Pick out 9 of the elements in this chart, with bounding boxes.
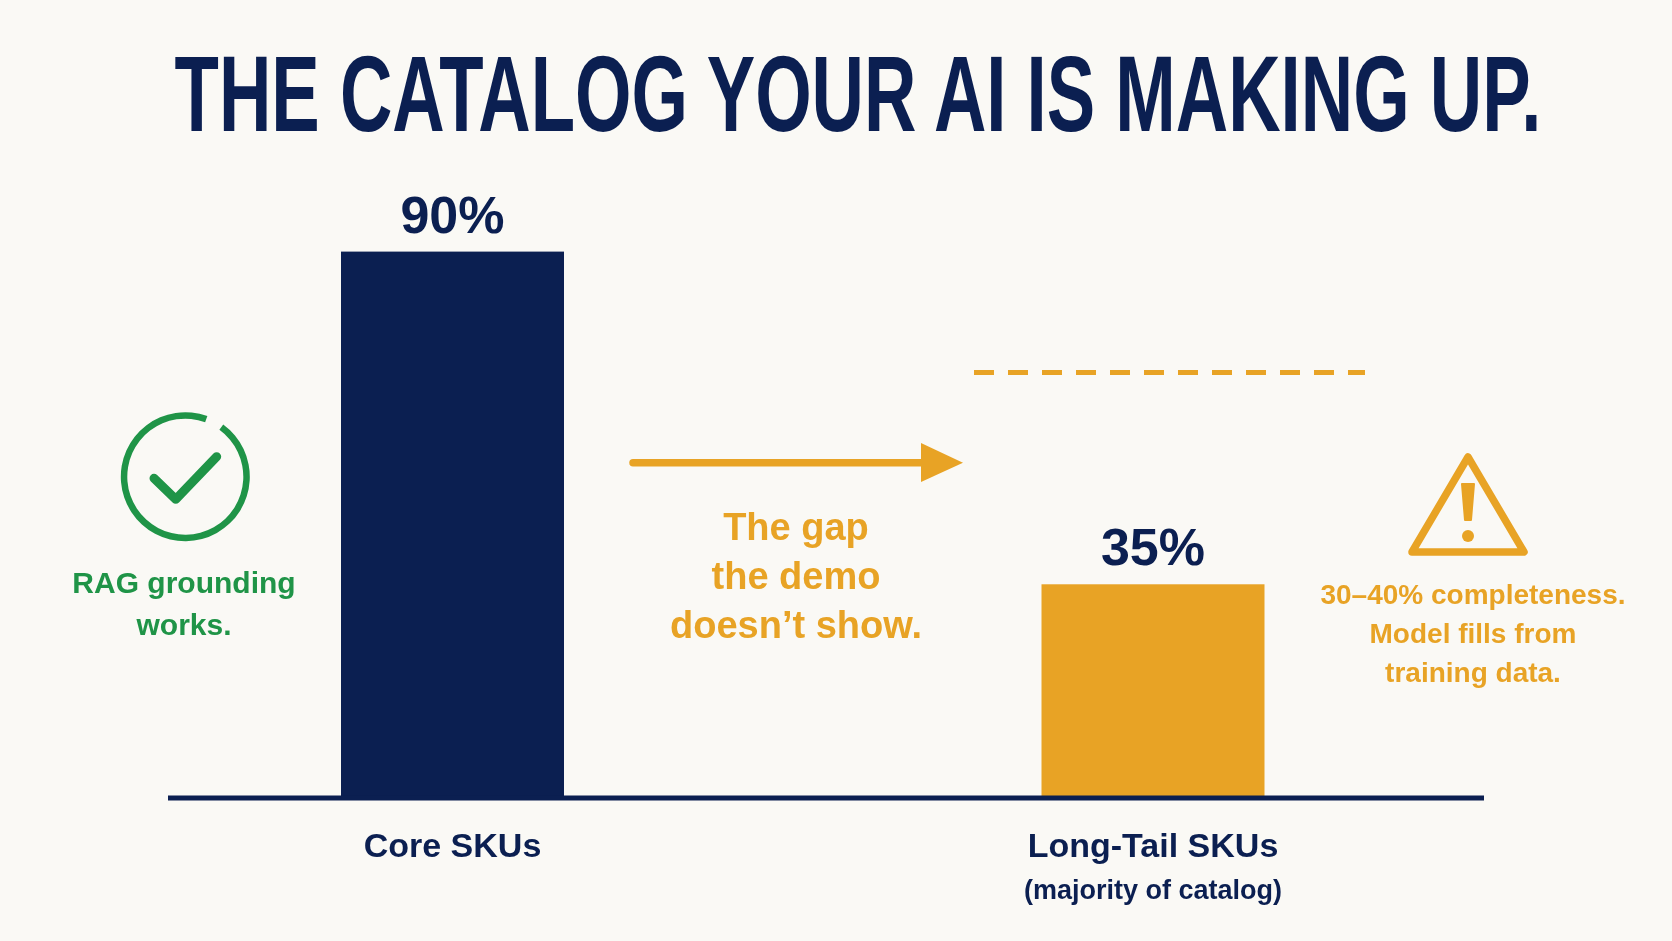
x-tick-label: Long-Tail SKUs — [1027, 826, 1279, 864]
x-tick-label: Core SKUs — [363, 826, 542, 864]
data-label: 90% — [400, 185, 505, 244]
annotation: RAG grounding works. — [72, 566, 296, 641]
annotation: The gap the demo doesn’t show. — [670, 506, 922, 646]
annotation: 30–40% completeness. Model fills from training data. — [1320, 579, 1626, 688]
chart-title: THE CATALOG YOUR AI IS MAKING UP. — [174, 33, 1542, 154]
text: (majority of catalog) — [1023, 875, 1283, 905]
data-label: 35% — [1100, 518, 1206, 577]
